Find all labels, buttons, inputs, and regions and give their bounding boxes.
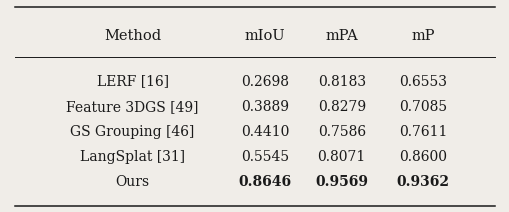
Text: mPA: mPA (325, 29, 357, 43)
Text: 0.7611: 0.7611 (399, 125, 446, 139)
Text: 0.5545: 0.5545 (241, 150, 289, 164)
Text: GS Grouping [46]: GS Grouping [46] (70, 125, 194, 139)
Text: 0.8279: 0.8279 (317, 100, 365, 114)
Text: 0.8600: 0.8600 (399, 150, 446, 164)
Text: 0.7085: 0.7085 (399, 100, 446, 114)
Text: 0.8183: 0.8183 (317, 75, 365, 89)
Text: 0.9569: 0.9569 (315, 175, 367, 189)
Text: Method: Method (104, 29, 161, 43)
Text: mIoU: mIoU (244, 29, 285, 43)
Text: 0.6553: 0.6553 (399, 75, 446, 89)
Text: 0.7586: 0.7586 (317, 125, 365, 139)
Text: LangSplat [31]: LangSplat [31] (80, 150, 185, 164)
Text: mP: mP (411, 29, 434, 43)
Text: 0.9362: 0.9362 (396, 175, 449, 189)
Text: 0.3889: 0.3889 (241, 100, 289, 114)
Text: 0.8646: 0.8646 (238, 175, 291, 189)
Text: 0.4410: 0.4410 (241, 125, 289, 139)
Text: 0.2698: 0.2698 (241, 75, 289, 89)
Text: Feature 3DGS [49]: Feature 3DGS [49] (66, 100, 199, 114)
Text: Ours: Ours (116, 175, 149, 189)
Text: LERF [16]: LERF [16] (96, 75, 168, 89)
Text: 0.8071: 0.8071 (317, 150, 365, 164)
